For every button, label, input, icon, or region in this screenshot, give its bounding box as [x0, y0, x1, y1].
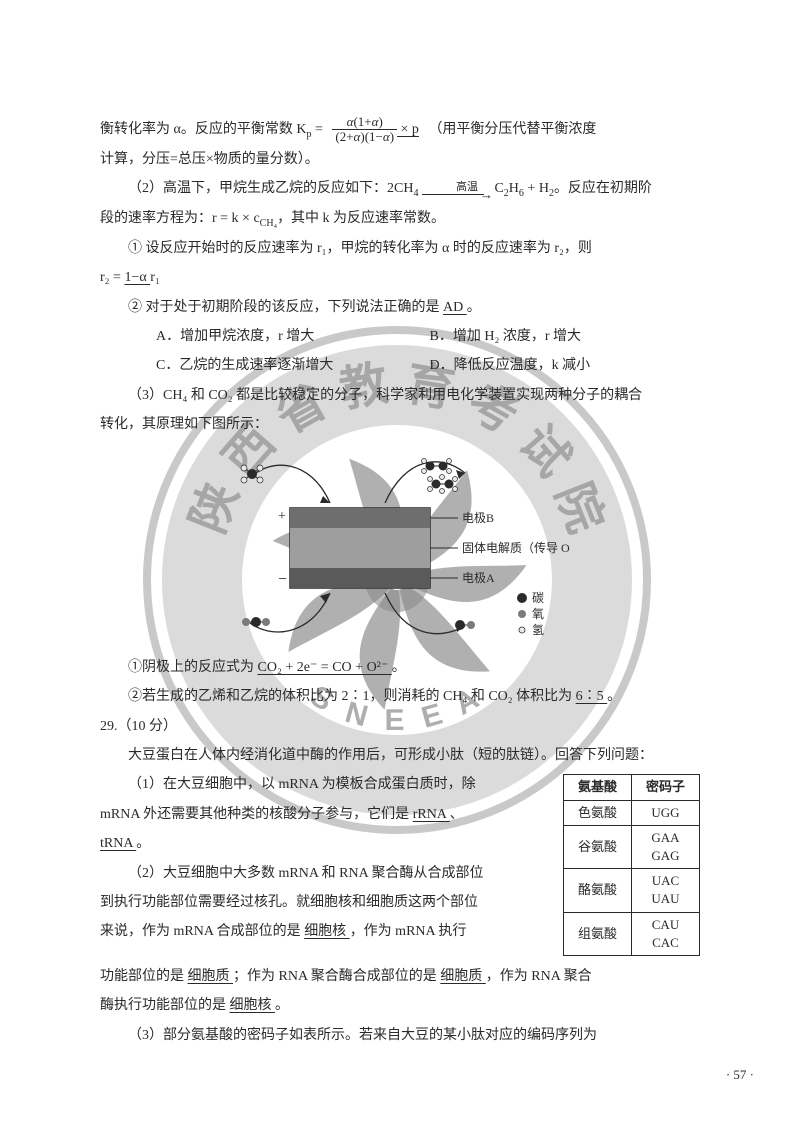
q29-3: （3）部分氨基酸的密码子如表所示。若来自大豆的某小肽对应的编码序列为 — [100, 1021, 700, 1050]
electrochem-diagram: + − 电极B 固体电解质（传导 O²⁻） 电极A — [100, 448, 700, 649]
reaction-arrow: 高温 — [422, 182, 484, 195]
mol-ch4 — [241, 465, 263, 483]
label-elecA: 电极A — [462, 571, 495, 585]
option-b: B．增加 H₂ 浓度，r 增大 — [430, 329, 582, 344]
kp-fraction: α(1+α) (2+α)(1−α) — [332, 115, 397, 145]
mol-co2 — [242, 617, 270, 627]
ans-ratio: 6∶5 — [576, 689, 608, 704]
q29-head: 29.（10 分） — [100, 712, 700, 741]
option-row-1: A．增加甲烷浓度，r 增大 B．增加 H₂ 浓度，r 增大 — [100, 322, 700, 351]
option-d: D．降低反应温度，k 减小 — [430, 358, 591, 373]
ans-options: AD — [443, 300, 467, 315]
para-q1: ① 设反应开始时的反应速率为 r₁，甲烷的转化率为 α 时的反应速率为 r₂，则 — [100, 234, 700, 263]
svg-text:氧: 氧 — [532, 607, 544, 621]
svg-text:氢: 氢 — [532, 622, 544, 637]
ans-nuc1: 细胞核 — [304, 924, 350, 939]
para-cathode: ①阴极上的反应式为 CO₂ + 2e⁻ = CO + O²⁻ 。 — [100, 653, 700, 682]
ans-cyt1: 细胞质 — [188, 969, 234, 984]
label-elecB: 电极B — [462, 511, 494, 525]
para-kp: 衡转化率为 α。反应的平衡常数 Kp = α(1+α) (2+α)(1−α) ×… — [100, 115, 700, 145]
ans-rrna: rRNA — [413, 807, 450, 822]
svg-text:碳: 碳 — [532, 591, 544, 605]
ans-cyt2: 细胞质 — [440, 969, 486, 984]
para-r2: r₂ = 1−α r₁ — [100, 263, 700, 292]
page-number: · 57 · — [726, 1067, 754, 1083]
ans-cathode: CO₂ + 2e⁻ = CO + O²⁻ — [258, 660, 392, 675]
cell-uac: UACUAU — [631, 869, 699, 912]
para-3a: （3）CH₄ 和 CO₂ 都是比较稳定的分子，科学家利用电化学装置实现两种分子的… — [100, 381, 700, 410]
q29-2e: 功能部位的是 细胞质 ；作为 RNA 聚合酶合成部位的是 细胞质 ，作为 RNA… — [100, 962, 700, 991]
mol-products-top — [422, 458, 458, 493]
para-3b: 转化，其原理如下图所示： — [100, 410, 700, 439]
option-row-2: C．乙烷的生成速率逐渐增大 D．降低反应温度，k 减小 — [100, 351, 700, 380]
q29-intro: 大豆蛋白在人体内经消化道中酶的作用后，可形成小肽（短的肽链）。回答下列问题： — [100, 741, 700, 770]
option-c: C．乙烷的生成速率逐渐增大 — [156, 351, 426, 380]
codon-table: 氨基酸密码子 色氨酸UGG 谷氨酸GAAGAG 酪氨酸UACUAU 组氨酸CAU… — [563, 774, 700, 956]
para-kp-2: 计算，分压=总压×物质的量分数）。 — [100, 145, 700, 174]
cell-cau: CAUCAC — [631, 912, 699, 955]
mol-co — [455, 620, 475, 630]
para-2: （2）高温下，甲烷生成乙烷的反应如下：2CH4 高温 C2H6 + H2。反应在… — [100, 174, 700, 204]
para-ratio: ②若生成的乙烯和乙烷的体积比为 2∶1，则消耗的 CH₄ 和 CO₂ 体积比为 … — [100, 682, 700, 711]
para-rate: 段的速率方程为：r = k × cCH₄，其中 k 为反应速率常数。 — [100, 204, 700, 234]
label-electrolyte: 固体电解质（传导 O²⁻） — [462, 540, 570, 555]
q29-2h: 酶执行功能部位的是 细胞核 。 — [100, 991, 700, 1020]
ans-nuc2: 细胞核 — [230, 998, 276, 1013]
option-a: A．增加甲烷浓度，r 增大 — [156, 322, 426, 351]
svg-text:−: − — [278, 571, 287, 588]
legend: 碳 氧 氢 — [517, 591, 544, 637]
ans-trna: tRNA — [100, 836, 136, 851]
page-content: 衡转化率为 α。反应的平衡常数 Kp = α(1+α) (2+α)(1−α) ×… — [100, 115, 700, 1050]
cell-gaa: GAAGAG — [631, 825, 699, 868]
para-q2: ② 对于处于初期阶段的该反应，下列说法正确的是 AD 。 — [100, 293, 700, 322]
ans-r2: 1−α — [124, 270, 150, 285]
svg-text:+: + — [278, 509, 286, 524]
